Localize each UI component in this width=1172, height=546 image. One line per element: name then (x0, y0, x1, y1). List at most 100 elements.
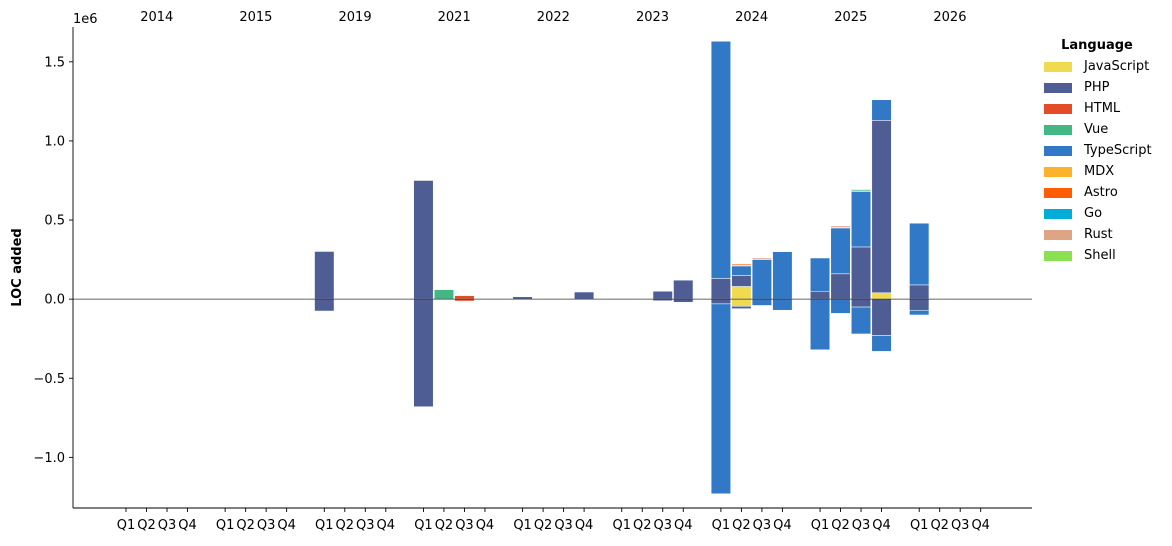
bar-segment-2025-q4-javascript (871, 292, 892, 300)
bar-segment-2025-q3-shell (851, 188, 872, 191)
legend-label: PHP (1084, 80, 1110, 95)
legend-swatch (1044, 103, 1072, 114)
legend-item-go: Go (1044, 203, 1164, 224)
x-tick-label-2021-q2: Q2 (435, 518, 454, 533)
x-tick-label-2019-q2: Q2 (336, 518, 355, 533)
legend-swatch (1044, 61, 1072, 72)
legend-label: Shell (1084, 248, 1116, 263)
legend-title: Language (1061, 38, 1133, 53)
legend-label: Astro (1084, 185, 1118, 200)
x-tick-label-2022-q4: Q4 (575, 518, 594, 533)
x-tick-label-2021-q4: Q4 (476, 518, 495, 533)
year-label-2026: 2026 (933, 10, 966, 25)
bar-segment-2021-q3-html (454, 295, 475, 300)
legend-label: HTML (1084, 101, 1121, 116)
legend-item-shell: Shell (1044, 245, 1164, 266)
year-label-2022: 2022 (537, 10, 570, 25)
y-tick-label: 0.0 (44, 293, 65, 308)
y-axis-label: LOC added (10, 228, 25, 306)
y-tick-label: 0.5 (44, 214, 65, 229)
bar-segment-2025-q2-typescript (830, 298, 851, 314)
x-tick-label-2015-q4: Q4 (277, 518, 296, 533)
bar-segment-2026-q1-php (909, 298, 930, 311)
bar-segment-2025-q3-php (851, 298, 872, 308)
legend-label: Go (1084, 206, 1103, 221)
bar-segment-2024-q1-php (710, 278, 731, 300)
bar-segment-2019-q1-html (314, 250, 335, 252)
x-tick-label-2014-q2: Q2 (137, 518, 156, 533)
x-tick-label-2024-q2: Q2 (732, 518, 751, 533)
year-label-2014: 2014 (140, 10, 173, 25)
x-tick-label-2014-q3: Q3 (158, 518, 177, 533)
bar-segment-2024-q4-typescript (772, 251, 793, 300)
x-tick-label-2015-q1: Q1 (216, 518, 235, 533)
legend-item-javascript: JavaScript (1044, 56, 1164, 77)
bar-segment-2024-q2-javascript (731, 286, 752, 300)
bar-segment-2025-q4-php (871, 120, 892, 294)
legend-label: MDX (1084, 164, 1115, 179)
x-tick-label-2021-q1: Q1 (414, 518, 433, 533)
y-tick-label: −0.5 (33, 372, 65, 387)
x-tick-label-2026-q4: Q4 (971, 518, 990, 533)
bar-segment-2026-q1-typescript (909, 309, 930, 316)
x-tick-label-2025-q4: Q4 (872, 518, 891, 533)
bar-segment-2024-q2-astro (731, 263, 752, 266)
legend-swatch (1044, 250, 1072, 261)
bar-segment-2025-q2-typescript (830, 227, 851, 275)
legend-swatch (1044, 166, 1072, 177)
year-label-2024: 2024 (735, 10, 768, 25)
bar-segment-2021-q1-php (413, 180, 434, 300)
legend-label: JavaScript (1084, 59, 1150, 74)
y-tick-label: 1.0 (44, 134, 65, 149)
bar-segment-2025-q1-typescript (810, 298, 831, 351)
x-tick-label-2023-q3: Q3 (653, 518, 672, 533)
y-scale-label: 1e6 (73, 12, 98, 27)
bar-segment-2024-q4-typescript (772, 298, 793, 311)
bar-segment-2025-q1-typescript (810, 257, 831, 292)
legend-swatch (1044, 187, 1072, 198)
x-tick-label-2024-q4: Q4 (773, 518, 792, 533)
bar-segment-2025-q2-html (830, 225, 851, 228)
year-label-2019: 2019 (339, 10, 372, 25)
legend-label: Rust (1084, 227, 1113, 242)
x-tick-label-2015-q2: Q2 (236, 518, 255, 533)
bar-segment-2025-q4-php (871, 298, 892, 336)
legend-item-mdx: MDX (1044, 161, 1164, 182)
year-label-2025: 2025 (834, 10, 867, 25)
x-tick-label-2023-q1: Q1 (612, 518, 631, 533)
bar-segment-2024-q1-typescript (710, 303, 731, 495)
x-tick-label-2025-q2: Q2 (831, 518, 850, 533)
bar-segment-2024-q3-rust (751, 257, 772, 260)
x-tick-label-2026-q3: Q3 (951, 518, 970, 533)
bar-segment-2025-q4-typescript (871, 335, 892, 352)
x-tick-label-2023-q2: Q2 (633, 518, 652, 533)
bar-segment-2023-q4-php (673, 279, 694, 300)
bar-segment-2025-q3-typescript (851, 191, 872, 248)
x-tick-label-2022-q1: Q1 (513, 518, 532, 533)
bar-segment-2025-q3-typescript (851, 306, 872, 335)
legend-item-rust: Rust (1044, 224, 1164, 245)
y-tick-label: −1.0 (33, 451, 65, 466)
x-tick-label-2024-q1: Q1 (712, 518, 731, 533)
x-tick-label-2024-q3: Q3 (753, 518, 772, 533)
x-tick-label-2023-q4: Q4 (674, 518, 693, 533)
x-tick-label-2022-q2: Q2 (534, 518, 553, 533)
bar-segment-2025-q4-typescript (871, 99, 892, 121)
legend-label: TypeScript (1084, 143, 1152, 158)
bar-segment-2021-q1-php (413, 298, 434, 407)
y-tick-label: 1.5 (44, 55, 65, 70)
bar-segment-2025-q2-php (830, 273, 851, 300)
bar-segment-2024-q2-typescript (731, 265, 752, 276)
legend-items: JavaScript PHP HTML Vue TypeScript MDX Astro Go… (1044, 56, 1164, 266)
bars-layer (314, 40, 930, 495)
x-tick-label-2022-q3: Q3 (554, 518, 573, 533)
bar-segment-2024-q3-typescript (751, 298, 772, 306)
year-label-2015: 2015 (239, 10, 272, 25)
bar-segment-2026-q1-typescript (909, 222, 930, 286)
legend: Language JavaScript PHP HTML Vue TypeScript M… (1044, 38, 1164, 266)
legend-swatch (1044, 208, 1072, 219)
bar-segment-2019-q1-php (314, 251, 335, 300)
x-tick-label-2015-q3: Q3 (257, 518, 276, 533)
x-tick-label-2019-q1: Q1 (315, 518, 334, 533)
